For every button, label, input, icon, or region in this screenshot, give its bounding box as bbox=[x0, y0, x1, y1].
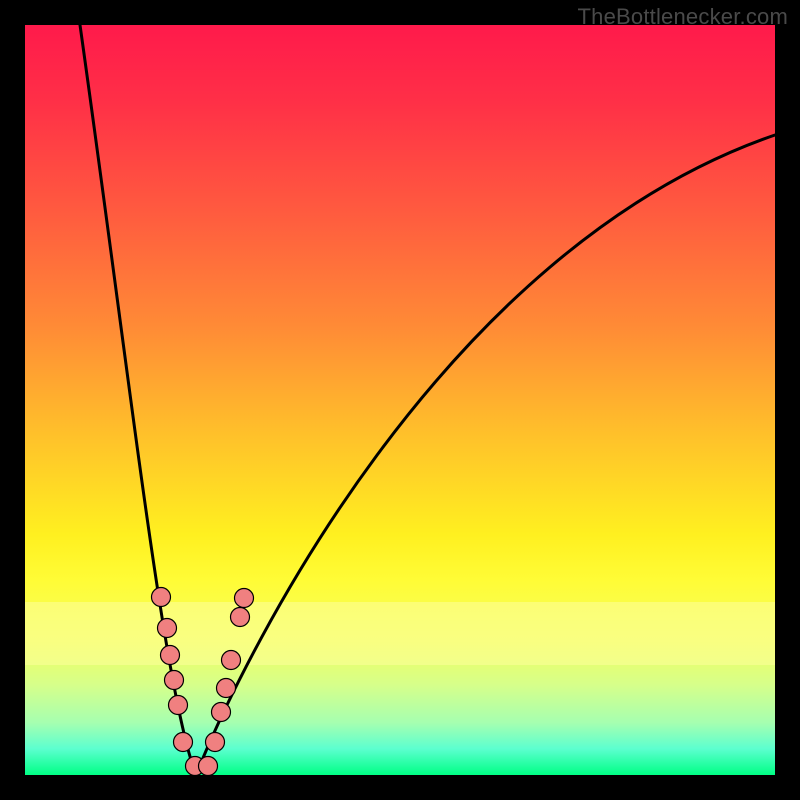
data-marker bbox=[222, 651, 241, 670]
data-marker bbox=[199, 757, 218, 776]
pale-band bbox=[25, 602, 775, 665]
chart-root: TheBottlenecker.com bbox=[0, 0, 800, 800]
data-marker bbox=[161, 646, 180, 665]
data-marker bbox=[165, 671, 184, 690]
data-marker bbox=[217, 679, 236, 698]
data-marker bbox=[231, 608, 250, 627]
data-marker bbox=[212, 703, 231, 722]
data-marker bbox=[206, 733, 225, 752]
data-marker bbox=[158, 619, 177, 638]
data-marker bbox=[169, 696, 188, 715]
data-marker bbox=[235, 589, 254, 608]
chart-svg bbox=[0, 0, 800, 800]
data-marker bbox=[152, 588, 171, 607]
data-marker bbox=[174, 733, 193, 752]
